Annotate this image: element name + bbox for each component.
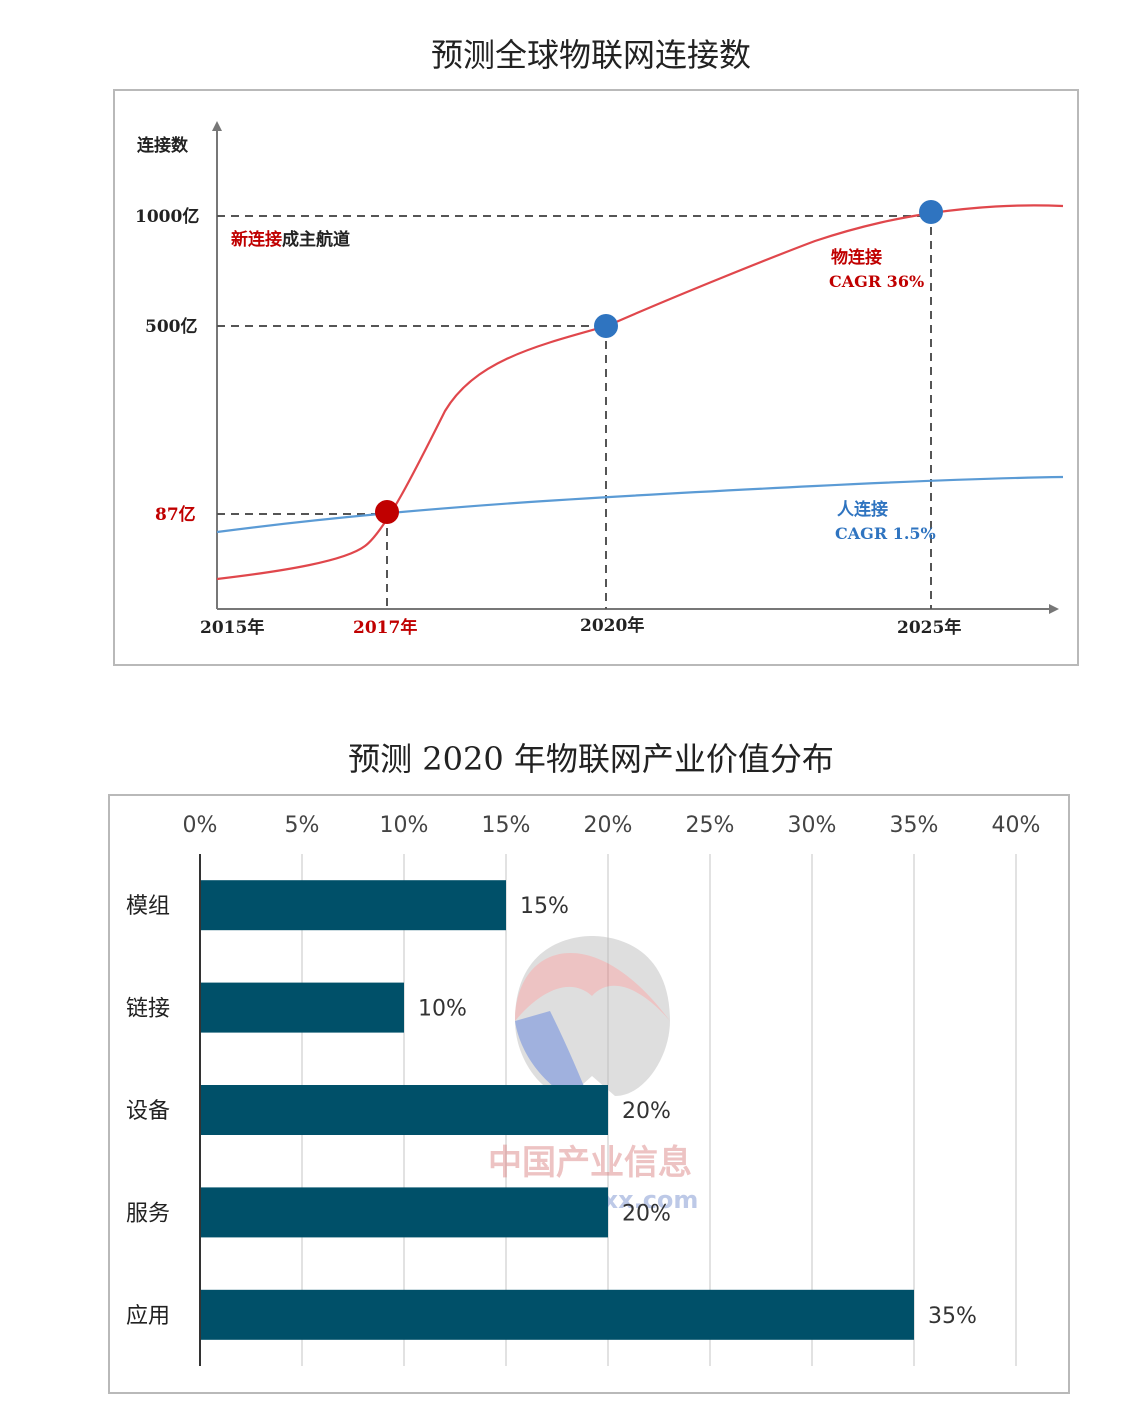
watermark-logo-left: [515, 1011, 592, 1106]
category-label: 链接: [126, 997, 170, 1022]
value-distribution-chart: 0% 5% 10% 15% 20% 25% 30% 35% 40% 中国产业信息 www.chy…: [126, 813, 1041, 1366]
series-line-people: [216, 475, 1064, 534]
y-tick-1000: 1000亿: [135, 206, 199, 227]
bar: [200, 880, 506, 931]
y-axis-label: 连接数: [137, 135, 189, 156]
people-label: 人连接: [837, 499, 888, 520]
x-tick-label: 40%: [992, 813, 1041, 838]
bar: [200, 1085, 608, 1135]
data-label: 15%: [520, 894, 569, 919]
x-tick-label: 25%: [686, 813, 735, 838]
bar: [200, 1187, 608, 1238]
x-tick-2020: 2020年: [580, 615, 644, 636]
marker-2017: [375, 500, 399, 524]
x-axis-arrow: [1049, 604, 1059, 614]
connections-chart-frame: 连接数 1000亿 500亿 87亿 2015年 2017年 2020年 202…: [113, 89, 1079, 666]
data-label: 35%: [928, 1304, 977, 1329]
data-label: 20%: [622, 1201, 671, 1226]
x-tick-labels: 0% 5% 10% 15% 20% 25% 30% 35% 40%: [183, 813, 1041, 838]
category-label: 服务: [126, 1201, 170, 1226]
x-tick-label: 35%: [890, 813, 939, 838]
value-distribution-chart-frame: 0% 5% 10% 15% 20% 25% 30% 35% 40% 中国产业信息 www.chy…: [108, 794, 1070, 1394]
annotation-new-highlight: 新连接: [231, 229, 282, 250]
thing-label: 物连接: [831, 247, 882, 268]
marker-2020: [594, 314, 618, 338]
annotation-new-connections: 新连接成主航道: [231, 229, 350, 250]
x-tick-label: 15%: [482, 813, 531, 838]
y-tick-500: 500亿: [145, 316, 198, 337]
x-tick-2025: 2025年: [897, 617, 961, 638]
reference-lines: [217, 213, 932, 609]
x-tick-label: 0%: [183, 813, 218, 838]
y-axis-arrow: [212, 121, 222, 131]
bars: 模组 15% 链接 10% 设备 20% 服务 20% 应用 35%: [126, 880, 977, 1340]
x-tick-label: 30%: [788, 813, 837, 838]
category-label: 模组: [126, 894, 170, 919]
thing-cagr: CAGR 36%: [829, 272, 924, 291]
watermark: 中国产业信息 www.chyxx.com: [482, 936, 698, 1214]
x-tick-label: 5%: [285, 813, 320, 838]
connections-chart: 连接数 1000亿 500亿 87亿 2015年 2017年 2020年 202…: [135, 121, 1064, 638]
people-cagr: CAGR 1.5%: [835, 524, 936, 543]
category-label: 应用: [126, 1304, 170, 1329]
y-tick-87: 87亿: [155, 504, 196, 525]
series-line-thing: [216, 204, 1064, 581]
x-tick-label: 20%: [584, 813, 633, 838]
x-tick-2015: 2015年: [200, 617, 264, 638]
marker-2025: [919, 200, 943, 224]
chart2-title: 预测 2020 年物联网产业价值分布: [348, 740, 834, 778]
chart1-title: 预测全球物联网连接数: [430, 36, 751, 74]
x-tick-2017: 2017年: [353, 617, 417, 638]
x-tick-label: 10%: [380, 813, 429, 838]
category-label: 设备: [126, 1099, 170, 1124]
watermark-text: 中国产业信息: [488, 1143, 692, 1183]
data-label: 10%: [418, 997, 467, 1022]
bar: [200, 982, 404, 1033]
data-label: 20%: [622, 1099, 671, 1124]
watermark-logo-base: [515, 936, 670, 1096]
bar: [200, 1289, 914, 1340]
annotation-new-rest: 成主航道: [282, 229, 350, 250]
watermark-logo-top: [515, 953, 670, 1021]
